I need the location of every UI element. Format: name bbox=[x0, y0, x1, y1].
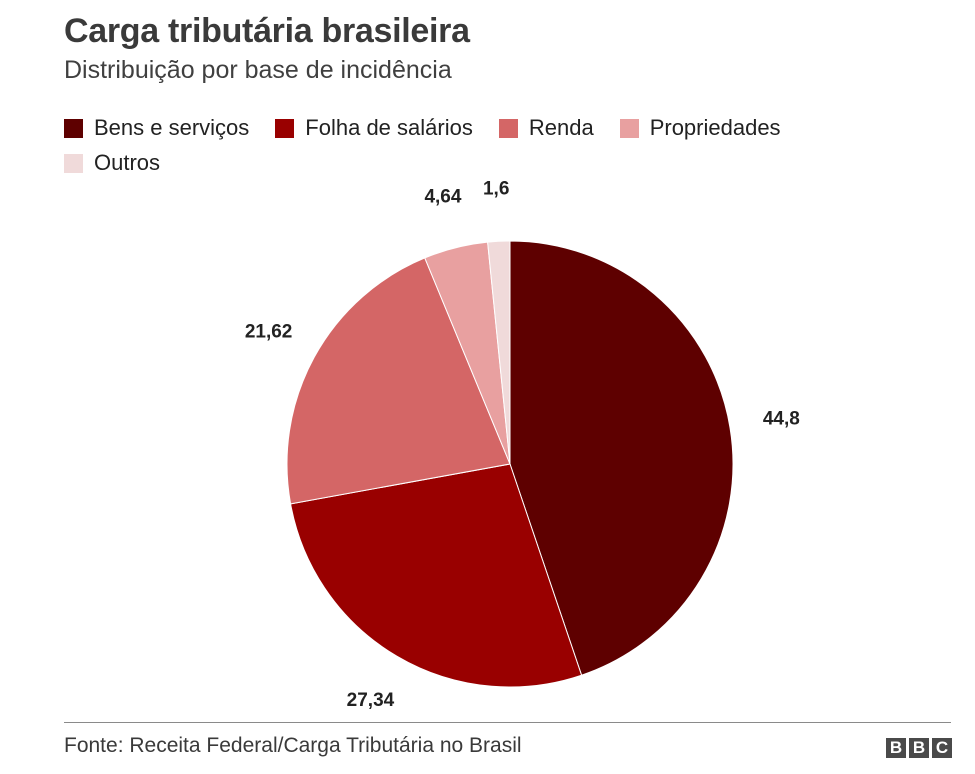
legend-item-propriedades: Propriedades bbox=[619, 112, 781, 144]
data-label-folha-de-salarios: 27,34 bbox=[347, 690, 395, 711]
source-note: Fonte: Receita Federal/Carga Tributária … bbox=[64, 734, 522, 757]
legend-swatch bbox=[275, 118, 295, 138]
legend-label: Outros bbox=[94, 150, 161, 175]
legend-label: Folha de salários bbox=[305, 115, 473, 140]
pie-slice-folha-de-salarios bbox=[290, 463, 583, 688]
legend-item-bens-e-servicos: Bens e serviços bbox=[64, 112, 249, 144]
logo-letter: C bbox=[932, 738, 952, 758]
legend-item-outros: Outros bbox=[64, 147, 160, 179]
chart-title: Carga tributária brasileira bbox=[64, 12, 470, 50]
legend-swatch bbox=[64, 153, 83, 173]
data-label-renda: 21,62 bbox=[245, 321, 293, 342]
bbc-logo: B B C bbox=[886, 738, 952, 758]
data-label-outros: 1,6 bbox=[483, 178, 509, 199]
legend-label: Bens e serviços bbox=[94, 115, 250, 140]
chart-subtitle: Distribuição por base de incidência bbox=[64, 56, 452, 84]
pie-slice-renda bbox=[286, 257, 511, 505]
legend-label: Propriedades bbox=[649, 115, 781, 140]
legend-label: Renda bbox=[528, 115, 594, 140]
footer-divider bbox=[64, 722, 951, 723]
legend: Bens e serviços Folha de salários Renda … bbox=[64, 112, 924, 182]
logo-letter: B bbox=[909, 738, 929, 758]
pie-slice-outros bbox=[487, 240, 511, 465]
legend-item-renda: Renda bbox=[498, 112, 594, 144]
data-label-bens-e-servicos: 44,8 bbox=[763, 408, 800, 429]
data-label-propriedades: 4,64 bbox=[424, 186, 461, 207]
legend-swatch bbox=[498, 118, 518, 138]
logo-letter: B bbox=[886, 738, 906, 758]
legend-swatch bbox=[64, 118, 83, 138]
pie-slice-bens-e-servicos bbox=[509, 240, 734, 676]
legend-swatch bbox=[619, 118, 639, 138]
legend-item-folha-de-salarios: Folha de salários bbox=[275, 112, 473, 144]
